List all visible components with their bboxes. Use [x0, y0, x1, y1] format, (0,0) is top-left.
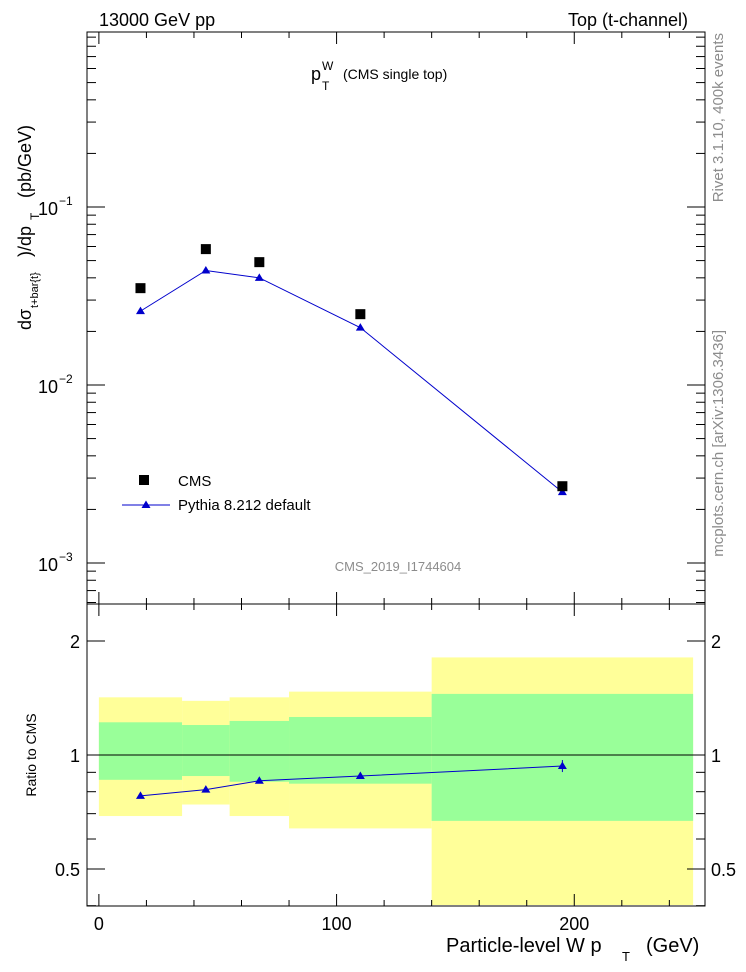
plot-title-sup: W — [322, 59, 334, 73]
mc-series-point — [557, 487, 567, 496]
mc-series-point — [135, 306, 145, 315]
plot-title-suffix: (CMS single top) — [343, 66, 447, 82]
svg-text:T: T — [28, 212, 42, 220]
x-tick-label: 200 — [559, 914, 589, 934]
ratio-mc-point — [557, 761, 567, 770]
svg-text:(GeV): (GeV) — [646, 935, 699, 957]
mc-series-point — [254, 273, 264, 281]
mc-series-point — [355, 323, 365, 331]
ratio-y-tick-label-right: 0.5 — [711, 860, 736, 880]
ratio-mc-point — [201, 785, 211, 793]
legend: CMS Pythia 8.212 default — [122, 473, 311, 514]
svg-text:(CMS single top): (CMS single top) — [343, 66, 447, 82]
analysis-watermark: CMS_2019_I1744604 — [335, 559, 462, 574]
svg-text:Particle-level W p: Particle-level W p — [446, 935, 602, 957]
xlabel-unit: (GeV) — [646, 935, 699, 957]
mc-series-line — [140, 269, 563, 493]
svg-text:)/dp: )/dp — [15, 226, 35, 257]
x-tick-label: 0 — [94, 914, 104, 934]
main-series — [135, 244, 568, 496]
main-y-tick-label: 10 — [38, 377, 58, 397]
ratio-y-tick-label-right: 1 — [711, 746, 721, 766]
legend-mc-label: Pythia 8.212 default — [178, 497, 311, 514]
svg-text:T: T — [322, 79, 330, 93]
ylabel-sigma: σ — [15, 309, 35, 320]
main-y-tick-label: 10 — [38, 555, 58, 575]
xlabel-sub: T — [622, 949, 630, 964]
svg-text:t+bar{t}: t+bar{t} — [29, 272, 41, 308]
ratio-y-tick-label-left: 1 — [70, 746, 80, 766]
data-point-marker — [254, 257, 265, 268]
main-ytick-labels: 10−110−210−3 — [38, 194, 73, 575]
main-y-axis-label: dσ t+bar{t} )/dp T (pb/GeV) — [15, 125, 42, 330]
ratio-series — [135, 760, 567, 799]
ratio-ticks: 0.5 0.5 1 1 2 2 — [55, 632, 736, 907]
ratio-y-tick-label-left: 0.5 — [55, 860, 80, 880]
legend-mc-marker — [141, 500, 151, 508]
main-y-tick-exponent: −3 — [59, 550, 73, 564]
ratio-band-inner — [229, 720, 290, 782]
ylabel-unit: (pb/GeV) — [15, 125, 35, 198]
svg-text:T: T — [622, 949, 630, 964]
svg-text:W: W — [322, 59, 334, 73]
svg-text:(pb/GeV): (pb/GeV) — [15, 125, 35, 198]
mcplots-label: mcplots.cern.ch [arXiv:1306.3436] — [710, 330, 727, 557]
header-right-label: Top (t-channel) — [568, 10, 688, 30]
ratio-y-tick-label-left: 2 — [70, 632, 80, 652]
ratio-band-inner — [98, 722, 183, 780]
x-tick-label: 100 — [322, 914, 352, 934]
svg-text:p: p — [311, 64, 321, 84]
plot-title-sub: T — [322, 79, 330, 93]
xlabel-main: Particle-level W p — [446, 935, 602, 957]
ratio-mc-point — [254, 776, 264, 784]
mc-series-point — [201, 265, 211, 274]
ratio-y-axis-label: Ratio to CMS — [23, 713, 39, 796]
ylabel-rest-sub: T — [28, 212, 42, 220]
main-y-tick-label: 10 — [38, 199, 58, 219]
ylabel-d: d — [15, 320, 35, 330]
data-point-marker — [135, 283, 146, 294]
x-axis-label: Particle-level W p T (GeV) — [446, 935, 699, 964]
rivet-label: Rivet 3.1.10, 400k events — [710, 33, 727, 202]
ratio-mc-point — [355, 771, 365, 780]
ratio-bands — [98, 657, 694, 905]
main-y-tick-exponent: −1 — [59, 194, 73, 208]
header-left-label: 13000 GeV pp — [99, 10, 215, 30]
ylabel-rest: )/dp — [15, 226, 35, 257]
plot-title: p W T (CMS single top) — [311, 59, 447, 93]
ratio-band-inner — [431, 693, 694, 821]
ratio-mc-point — [135, 791, 145, 799]
legend-data-marker — [139, 475, 149, 485]
svg-text:dσ: dσ — [15, 309, 35, 330]
plot-title-main: p — [311, 64, 321, 84]
ratio-band-inner — [182, 725, 230, 777]
legend-data-label: CMS — [178, 473, 211, 490]
data-point-marker — [557, 481, 568, 492]
x-ticks: 0 100 200 — [94, 32, 670, 934]
data-point-marker — [200, 244, 211, 255]
ylabel-sigma-sub: t+bar{t} — [29, 272, 41, 308]
main-minor-ticks — [87, 36, 705, 603]
main-y-tick-exponent: −2 — [59, 372, 73, 386]
data-point-marker — [355, 309, 366, 320]
main-plot-frame — [86, 31, 706, 605]
ratio-y-tick-label-right: 2 — [711, 632, 721, 652]
